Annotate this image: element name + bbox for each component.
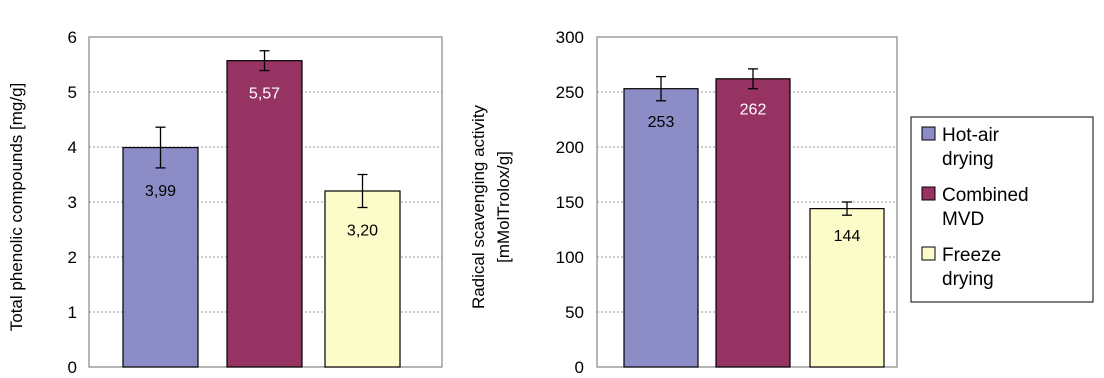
chart2-y-tick-label: 200 [556,138,584,157]
chart1-y-tick-label: 5 [68,83,77,102]
chart1-y-tick-label: 1 [68,303,77,322]
legend-box [910,116,1094,303]
chart2-y-axis-label-line2: [mMolTrolox/g] [494,151,513,263]
chart2-bars: 253 262 144 [623,68,885,368]
legend-label-freeze-1: Freeze [942,245,1001,266]
chart2-y-tick-label: 100 [556,248,584,267]
bar-combined [715,78,791,368]
bar-freeze [324,190,401,368]
bar-freeze [809,208,885,368]
chart-phenolic: Total phenolic compounds [mg/g] 0123456 … [7,28,443,377]
chart2-y-axis-label-line1: Radical scavenging activity [469,104,488,309]
chart1-y-ticks: 0 1 2 3 4 5 6 [68,28,77,377]
bar-hot-air [623,88,699,368]
chart2-y-tick-label: 150 [556,193,584,212]
data-label-freeze: 3,20 [347,223,378,240]
data-label-combined: 5,57 [249,86,280,103]
chart1-y-tick-label: 0 [68,358,77,377]
chart1-y-tick-label: 3 [68,193,77,212]
legend-label-combined-2: MVD [942,209,984,230]
legend-label-combined-1: Combined [942,185,1029,206]
legend-swatch-freeze [921,246,936,261]
legend: Hot-air drying Combined MVD Freeze dryin… [910,116,1094,303]
legend-label-hot-air-2: drying [942,149,994,170]
legend-label-hot-air-1: Hot-air [942,125,1000,146]
chart2-y-tick-label: 50 [565,303,584,322]
data-label-combined: 262 [740,102,767,119]
data-label-freeze: 144 [834,228,861,245]
chart1-y-tick-label: 4 [68,138,77,157]
chart2-y-tick-label: 0 [575,358,584,377]
chart2-y-ticks: 0 50 100 150 200 250 300 [556,28,584,377]
chart1-y-tick-label: 2 [68,248,77,267]
chart1-y-tick-label: 6 [68,28,77,47]
data-label-hot-air: 253 [648,114,675,131]
chart2-y-tick-label: 300 [556,28,584,47]
data-label-hot-air: 3,99 [145,183,176,200]
legend-swatch-combined [921,186,936,201]
legend-label-freeze-2: drying [942,269,994,290]
chart1-y-axis-label: Total phenolic compounds [mg/g] [7,83,26,332]
bar-hot-air [122,146,199,368]
chart-radical-scavenging: Radical scavenging activity [mMolTrolox/… [469,28,898,377]
bar-combined [226,60,303,368]
legend-swatch-hot-air [921,126,936,141]
chart1-bars: 3,99 5,57 3,20 [122,50,401,368]
chart2-y-tick-label: 250 [556,83,584,102]
